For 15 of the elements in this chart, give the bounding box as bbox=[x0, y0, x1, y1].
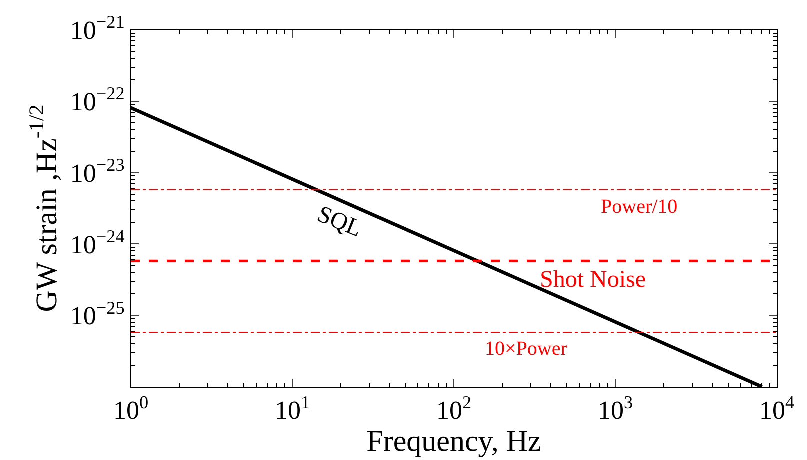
x-tick-label: 10$^{2}$ bbox=[436, 392, 472, 426]
x-axis-title: Frequency, Hz bbox=[366, 425, 542, 458]
x-tick-label: 10$^{1}$ bbox=[274, 392, 310, 426]
x-tick-label: 10$^{0}$ bbox=[113, 392, 149, 426]
x-tick-label: 10$^{4}$ bbox=[759, 392, 795, 426]
text: SQL bbox=[314, 202, 366, 243]
y-tick-label: 10$^{−22}$ bbox=[70, 84, 125, 116]
y-tick-label: 10$^{−24}$ bbox=[70, 226, 125, 260]
ref-line-label: Shot Noise bbox=[540, 267, 646, 293]
y-tick-label: 10$^{−23}$ bbox=[70, 154, 125, 188]
ref-line-label: 10×Power bbox=[485, 338, 568, 360]
y-tick-label: 10$^{−25}$ bbox=[70, 298, 125, 331]
x-tick-label: 10$^{3}$ bbox=[598, 392, 634, 426]
ref-line-label: Power/10 bbox=[601, 196, 678, 218]
y-tick-label: 10$^{−21}$ bbox=[70, 12, 125, 46]
